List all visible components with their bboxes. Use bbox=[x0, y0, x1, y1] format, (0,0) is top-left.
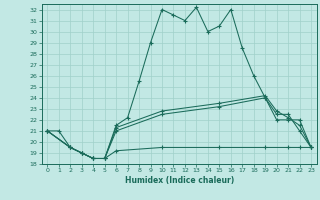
X-axis label: Humidex (Indice chaleur): Humidex (Indice chaleur) bbox=[124, 176, 234, 185]
